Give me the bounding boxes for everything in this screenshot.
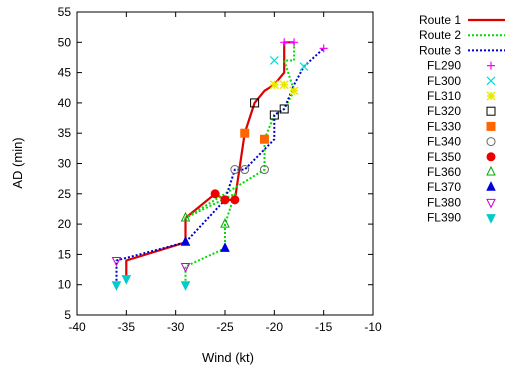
- marker-fl340: [230, 165, 240, 175]
- legend-symbol-fl360: [486, 165, 496, 176]
- marker-fl370: [180, 236, 191, 246]
- legend-label-fl320: FL320: [427, 104, 461, 118]
- legend-symbol-fl320: [486, 106, 496, 116]
- y-tick-label: 30: [58, 157, 72, 171]
- y-tick-label: 5: [64, 308, 71, 322]
- legend-label-fl290: FL290: [427, 59, 461, 73]
- legend-symbol-fl310: [486, 91, 496, 101]
- y-tick-label: 55: [58, 5, 72, 19]
- x-tick-label: -35: [118, 320, 136, 334]
- legend-symbol-fl330: [486, 121, 496, 131]
- marker-fl390: [121, 275, 132, 285]
- marker-fl330: [240, 128, 250, 138]
- x-tick-label: -15: [315, 320, 333, 334]
- legend-symbol-fl340: [486, 137, 496, 147]
- x-tick-label: -10: [364, 320, 382, 334]
- marker-fl320: [269, 110, 279, 120]
- marker-fl390: [111, 281, 122, 291]
- legend-symbol-fl370: [486, 181, 496, 191]
- marker-fl350: [210, 189, 220, 199]
- marker-fl360: [180, 211, 191, 222]
- marker-fl320: [250, 98, 260, 108]
- legend-symbol-fl290: [487, 61, 495, 70]
- plot-frame: [76, 11, 374, 316]
- legend-symbol-fl300: [486, 76, 496, 86]
- marker-fl320: [279, 104, 289, 114]
- legend-label-route-3: Route 3: [419, 43, 461, 57]
- y-tick-label: 15: [58, 247, 72, 261]
- marker-fl380: [180, 263, 191, 273]
- legend-label-fl360: FL360: [427, 165, 461, 179]
- series-line-1: [125, 41, 295, 279]
- x-tick-label: -20: [266, 320, 284, 334]
- marker-fl330: [259, 134, 269, 144]
- y-tick-label: 45: [58, 66, 72, 80]
- marker-fl350: [230, 195, 240, 205]
- plot-area: [111, 38, 328, 291]
- legend-label-route-2: Route 2: [419, 28, 461, 42]
- marker-fl310: [279, 80, 289, 90]
- legend-symbol-fl350: [486, 152, 496, 162]
- x-tick-label: -25: [216, 320, 234, 334]
- marker-fl360: [220, 217, 230, 228]
- marker-fl300: [269, 56, 279, 65]
- marker-fl300: [299, 62, 309, 71]
- marker-fl290: [280, 38, 289, 47]
- legend-label-fl370: FL370: [427, 180, 461, 194]
- legend-symbol-fl390: [486, 214, 496, 224]
- axes: -40 -35 -30 -25 -20 -15 -10 5 10 15 20 25 30 35 40 45 50…: [58, 5, 382, 334]
- y-tick-label: 50: [58, 35, 72, 49]
- y-axis-label: AD (min): [10, 137, 25, 188]
- legend-label-fl310: FL310: [427, 89, 461, 103]
- marker-fl290: [319, 44, 328, 53]
- legend-label-fl330: FL330: [427, 119, 461, 133]
- y-tick-label: 25: [58, 187, 72, 201]
- x-axis-label: Wind (kt): [202, 350, 254, 365]
- y-tick-label: 40: [58, 96, 72, 110]
- x-tick-label: -30: [167, 320, 185, 334]
- legend-label-fl390: FL390: [427, 211, 461, 225]
- marker-fl350: [220, 195, 230, 205]
- marker-fl340: [259, 165, 269, 175]
- legend-label-fl340: FL340: [427, 135, 461, 149]
- y-tick-label: 10: [58, 278, 72, 292]
- marker-fl370: [220, 242, 230, 252]
- marker-fl310: [269, 80, 279, 90]
- marker-fl310: [289, 86, 299, 96]
- x-tick-label: -40: [68, 320, 86, 334]
- marker-fl290: [290, 38, 299, 47]
- y-tick-label: 35: [58, 126, 72, 140]
- series-line-3: [115, 47, 325, 285]
- marker-fl340: [240, 165, 250, 175]
- legend-label-fl300: FL300: [427, 74, 461, 88]
- y-tick-label: 20: [58, 217, 72, 231]
- marker-fl380: [111, 256, 122, 267]
- legend-label-fl350: FL350: [427, 150, 461, 164]
- marker-fl390: [180, 281, 191, 291]
- legend-symbol-fl380: [486, 198, 496, 209]
- legend-label-fl380: FL380: [427, 195, 461, 209]
- legend-label-route-1: Route 1: [419, 13, 461, 27]
